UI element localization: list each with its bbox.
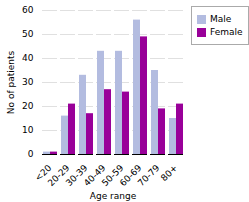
svg-text:60: 60 <box>22 5 34 15</box>
svg-text:50: 50 <box>22 29 34 39</box>
svg-text:30: 30 <box>22 77 34 87</box>
svg-text:60-69: 60-69 <box>117 162 144 189</box>
svg-text:50-59: 50-59 <box>99 162 126 189</box>
svg-text:Age range: Age range <box>90 191 137 201</box>
svg-text:<20: <20 <box>32 162 54 184</box>
svg-text:70-79: 70-79 <box>136 163 162 189</box>
html-text:Female: Female <box>210 27 243 37</box>
svg-text:20: 20 <box>22 101 34 111</box>
svg-text:No of patients: No of patients <box>6 51 16 115</box>
svg-text:0: 0 <box>28 149 34 159</box>
svg-text:30-39: 30-39 <box>63 162 90 189</box>
svg-text:40: 40 <box>22 53 34 63</box>
svg-text:40-49: 40-49 <box>81 162 108 189</box>
svg-text:20-29: 20-29 <box>45 162 72 189</box>
svg-text:10: 10 <box>22 125 34 135</box>
html-text:Male: Male <box>210 14 232 24</box>
svg-text:80+: 80+ <box>159 163 180 184</box>
